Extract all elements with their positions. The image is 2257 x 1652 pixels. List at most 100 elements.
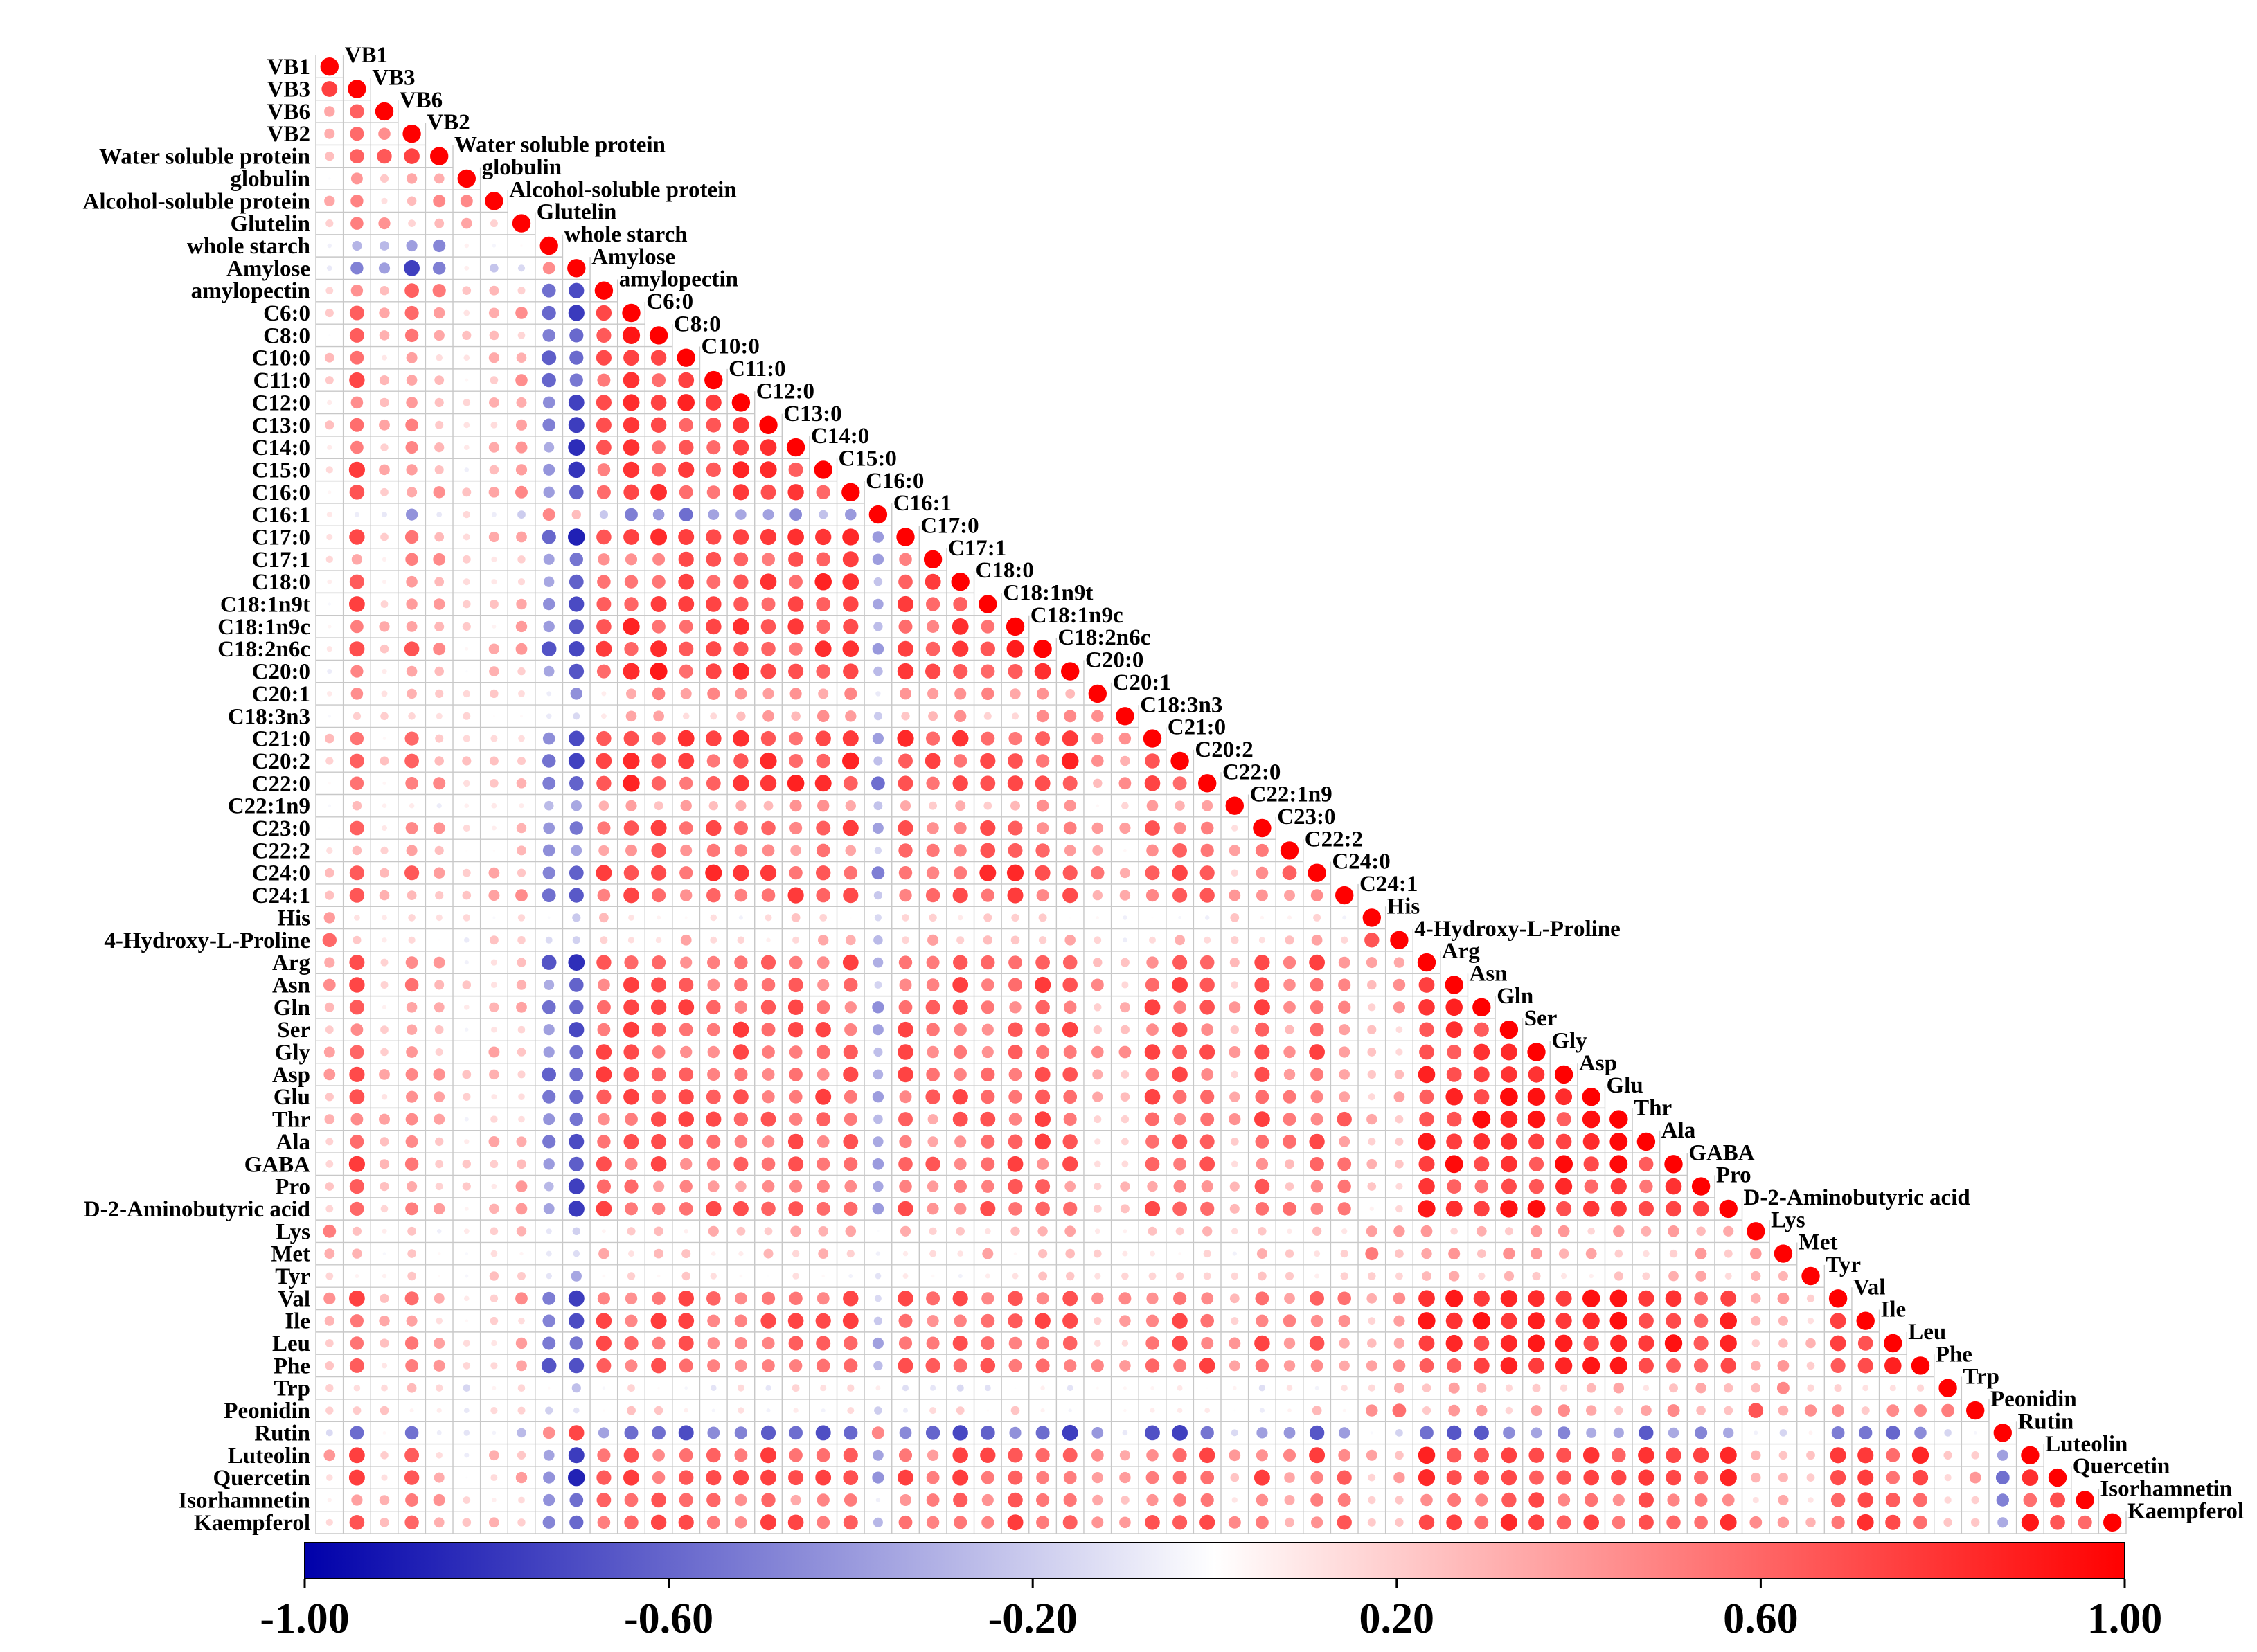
correlation-circle: [1006, 617, 1025, 636]
correlation-circle: [1035, 976, 1051, 994]
correlation-circle: [898, 1000, 913, 1014]
correlation-circle: [1254, 1044, 1270, 1060]
correlation-circle: [380, 532, 389, 541]
correlation-circle: [328, 602, 331, 606]
correlation-circle: [406, 575, 418, 588]
correlation-circle: [543, 1113, 555, 1126]
correlation-circle: [842, 528, 859, 546]
correlation-circle: [1857, 1492, 1873, 1508]
correlation-circle: [1120, 958, 1130, 967]
correlation-circle: [1395, 1205, 1403, 1213]
correlation-circle: [404, 1515, 419, 1529]
correlation-circle: [1500, 1043, 1517, 1061]
diagonal-label: Glu: [1607, 1073, 1643, 1098]
correlation-circle: [762, 509, 774, 521]
correlation-circle: [1091, 978, 1104, 991]
correlation-circle: [404, 731, 419, 746]
row-label: Rutin: [254, 1421, 310, 1446]
diagonal-label: C18:2n6c: [1058, 625, 1150, 650]
correlation-circle: [873, 622, 883, 631]
correlation-circle: [492, 916, 496, 919]
correlation-circle: [817, 1292, 830, 1305]
correlation-circle: [463, 1004, 470, 1010]
correlation-circle: [708, 1180, 720, 1192]
correlation-circle: [1121, 1496, 1130, 1505]
correlation-circle: [1641, 1405, 1652, 1416]
correlation-circle: [1473, 1358, 1490, 1374]
correlation-circle: [571, 510, 581, 519]
correlation-circle: [1693, 1358, 1709, 1373]
correlation-circle: [568, 1201, 585, 1217]
correlation-circle: [1254, 1111, 1270, 1127]
correlation-circle: [463, 1430, 470, 1436]
correlation-circle: [380, 1137, 389, 1147]
correlation-circle: [1777, 1516, 1790, 1528]
correlation-circle: [899, 978, 912, 991]
correlation-circle: [818, 688, 829, 699]
correlation-circle: [1501, 1133, 1517, 1150]
correlation-circle: [1122, 1430, 1128, 1436]
correlation-circle: [1123, 849, 1127, 852]
correlation-circle: [1285, 1517, 1294, 1527]
correlation-circle: [350, 1023, 364, 1036]
correlation-circle: [350, 440, 364, 454]
correlation-circle: [1583, 1335, 1599, 1352]
correlation-circle: [623, 484, 639, 500]
correlation-circle: [902, 936, 909, 944]
correlation-circle: [706, 1470, 722, 1486]
correlation-circle: [898, 955, 913, 969]
correlation-circle: [597, 888, 611, 902]
diagonal-label: Quercetin: [2073, 1454, 2170, 1479]
correlation-circle: [379, 375, 390, 386]
correlation-circle: [598, 800, 609, 811]
correlation-circle: [1857, 1447, 1874, 1464]
correlation-circle: [789, 575, 803, 589]
correlation-circle: [814, 460, 832, 479]
diagonal-label: Lys: [1771, 1207, 1805, 1232]
correlation-circle: [462, 1070, 472, 1079]
correlation-circle: [1997, 1449, 2008, 1461]
correlation-circle: [1500, 1088, 1518, 1106]
correlation-circle: [1283, 1045, 1296, 1059]
correlation-circle: [1314, 1273, 1320, 1279]
row-label: C14:0: [252, 436, 310, 460]
correlation-circle: [1419, 1111, 1434, 1127]
correlation-circle: [875, 1251, 881, 1256]
correlation-circle: [1199, 1447, 1215, 1464]
correlation-circle: [952, 618, 969, 635]
correlation-circle: [1173, 1157, 1186, 1171]
correlation-circle: [1063, 1113, 1077, 1126]
correlation-circle: [405, 777, 418, 790]
diagonal-label: Gly: [1551, 1029, 1587, 1054]
correlation-circle: [652, 687, 666, 701]
correlation-circle: [706, 730, 722, 746]
correlation-circle: [623, 1469, 639, 1486]
correlation-circle: [463, 510, 470, 519]
correlation-circle: [1367, 1048, 1377, 1057]
correlation-circle: [762, 1090, 775, 1104]
correlation-circle: [461, 217, 472, 229]
correlation-circle: [434, 532, 445, 542]
correlation-circle: [952, 999, 968, 1015]
correlation-circle: [1036, 1336, 1049, 1350]
correlation-circle: [1035, 1133, 1051, 1150]
correlation-circle: [1528, 1312, 1545, 1330]
correlation-circle: [541, 641, 557, 656]
correlation-circle: [816, 753, 830, 769]
correlation-circle: [760, 1469, 776, 1486]
correlation-circle: [1038, 936, 1047, 944]
correlation-circle: [1339, 1046, 1350, 1058]
correlation-circle: [1613, 1225, 1625, 1237]
correlation-circle: [1145, 1157, 1160, 1171]
correlation-circle: [1200, 1112, 1215, 1126]
correlation-circle: [380, 1048, 389, 1057]
correlation-circle: [760, 461, 777, 478]
correlation-circle: [1612, 1516, 1625, 1529]
correlation-circle: [789, 508, 802, 521]
correlation-circle: [2048, 1468, 2067, 1487]
correlation-circle: [681, 1249, 691, 1259]
correlation-circle: [1283, 1090, 1296, 1104]
correlation-circle: [1036, 1471, 1049, 1484]
correlation-circle: [1200, 1471, 1215, 1485]
